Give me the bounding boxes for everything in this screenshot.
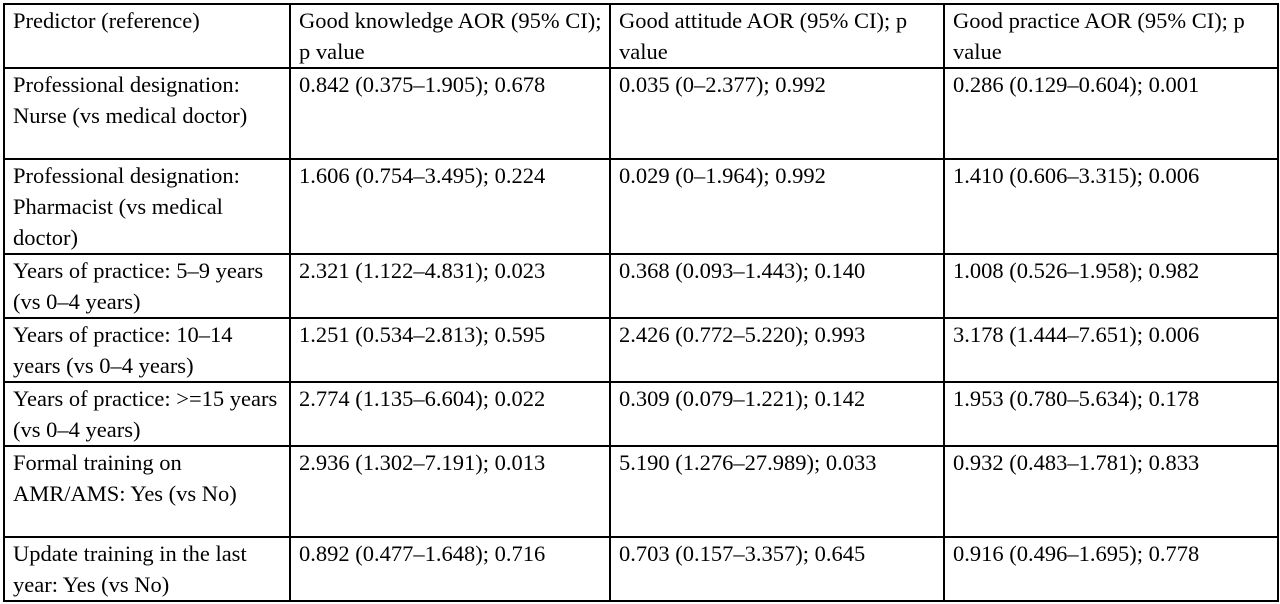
predictor-cell: Professional designation: Pharmacist (vs… [3, 158, 291, 255]
practice-cell: 1.410 (0.606–3.315); 0.006 [943, 158, 1279, 255]
attitude-cell: 0.703 (0.157–3.357); 0.645 [609, 536, 945, 602]
predictor-cell: Update training in the last year: Yes (v… [3, 536, 291, 602]
attitude-cell: 0.368 (0.093–1.443); 0.140 [609, 253, 945, 319]
knowledge-cell: 0.842 (0.375–1.905); 0.678 [289, 67, 611, 160]
knowledge-cell: 0.892 (0.477–1.648); 0.716 [289, 536, 611, 602]
table-row: Formal training on AMR/AMS: Yes (vs No) … [3, 445, 1279, 538]
table-row: Professional designation: Nurse (vs medi… [3, 67, 1279, 160]
practice-cell: 0.286 (0.129–0.604); 0.001 [943, 67, 1279, 160]
header-predictor: Predictor (reference) [3, 3, 291, 69]
predictor-cell: Years of practice: >=15 years (vs 0–4 ye… [3, 381, 291, 447]
attitude-cell: 2.426 (0.772–5.220); 0.993 [609, 317, 945, 383]
header-practice: Good practice AOR (95% CI); p value [943, 3, 1279, 69]
table-row: Update training in the last year: Yes (v… [3, 536, 1279, 602]
practice-cell: 3.178 (1.444–7.651); 0.006 [943, 317, 1279, 383]
knowledge-cell: 2.321 (1.122–4.831); 0.023 [289, 253, 611, 319]
attitude-cell: 0.035 (0–2.377); 0.992 [609, 67, 945, 160]
header-attitude: Good attitude AOR (95% CI); p value [609, 3, 945, 69]
attitude-cell: 0.309 (0.079–1.221); 0.142 [609, 381, 945, 447]
table-header-row: Predictor (reference) Good knowledge AOR… [3, 3, 1279, 69]
predictor-cell: Formal training on AMR/AMS: Yes (vs No) [3, 445, 291, 538]
header-knowledge: Good knowledge AOR (95% CI); p value [289, 3, 611, 69]
knowledge-cell: 1.251 (0.534–2.813); 0.595 [289, 317, 611, 383]
predictor-cell: Years of practice: 10–14 years (vs 0–4 y… [3, 317, 291, 383]
table-row: Years of practice: 10–14 years (vs 0–4 y… [3, 317, 1279, 383]
attitude-cell: 5.190 (1.276–27.989); 0.033 [609, 445, 945, 538]
practice-cell: 0.916 (0.496–1.695); 0.778 [943, 536, 1279, 602]
practice-cell: 1.953 (0.780–5.634); 0.178 [943, 381, 1279, 447]
practice-cell: 0.932 (0.483–1.781); 0.833 [943, 445, 1279, 538]
attitude-cell: 0.029 (0–1.964); 0.992 [609, 158, 945, 255]
practice-cell: 1.008 (0.526–1.958); 0.982 [943, 253, 1279, 319]
knowledge-cell: 1.606 (0.754–3.495); 0.224 [289, 158, 611, 255]
table-row: Years of practice: 5–9 years (vs 0–4 yea… [3, 253, 1279, 319]
table-row: Professional designation: Pharmacist (vs… [3, 158, 1279, 255]
table-row: Years of practice: >=15 years (vs 0–4 ye… [3, 381, 1279, 447]
knowledge-cell: 2.936 (1.302–7.191); 0.013 [289, 445, 611, 538]
knowledge-cell: 2.774 (1.135–6.604); 0.022 [289, 381, 611, 447]
aor-results-table: Predictor (reference) Good knowledge AOR… [3, 3, 1279, 602]
predictor-cell: Years of practice: 5–9 years (vs 0–4 yea… [3, 253, 291, 319]
predictor-cell: Professional designation: Nurse (vs medi… [3, 67, 291, 160]
